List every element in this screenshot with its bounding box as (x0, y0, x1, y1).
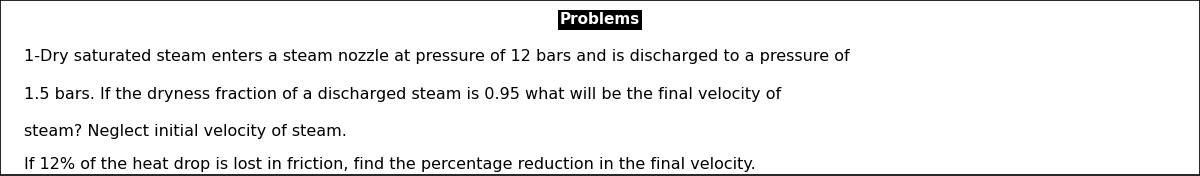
Text: 1-Dry saturated steam enters a steam nozzle at pressure of 12 bars and is discha: 1-Dry saturated steam enters a steam noz… (24, 49, 850, 64)
Text: If 12% of the heat drop is lost in friction, find the percentage reduction in th: If 12% of the heat drop is lost in frict… (24, 157, 756, 172)
Text: 1.5 bars. If the dryness fraction of a discharged steam is 0.95 what will be the: 1.5 bars. If the dryness fraction of a d… (24, 87, 781, 102)
Text: steam? Neglect initial velocity of steam.: steam? Neglect initial velocity of steam… (24, 124, 347, 139)
Text: Problems: Problems (560, 12, 640, 27)
